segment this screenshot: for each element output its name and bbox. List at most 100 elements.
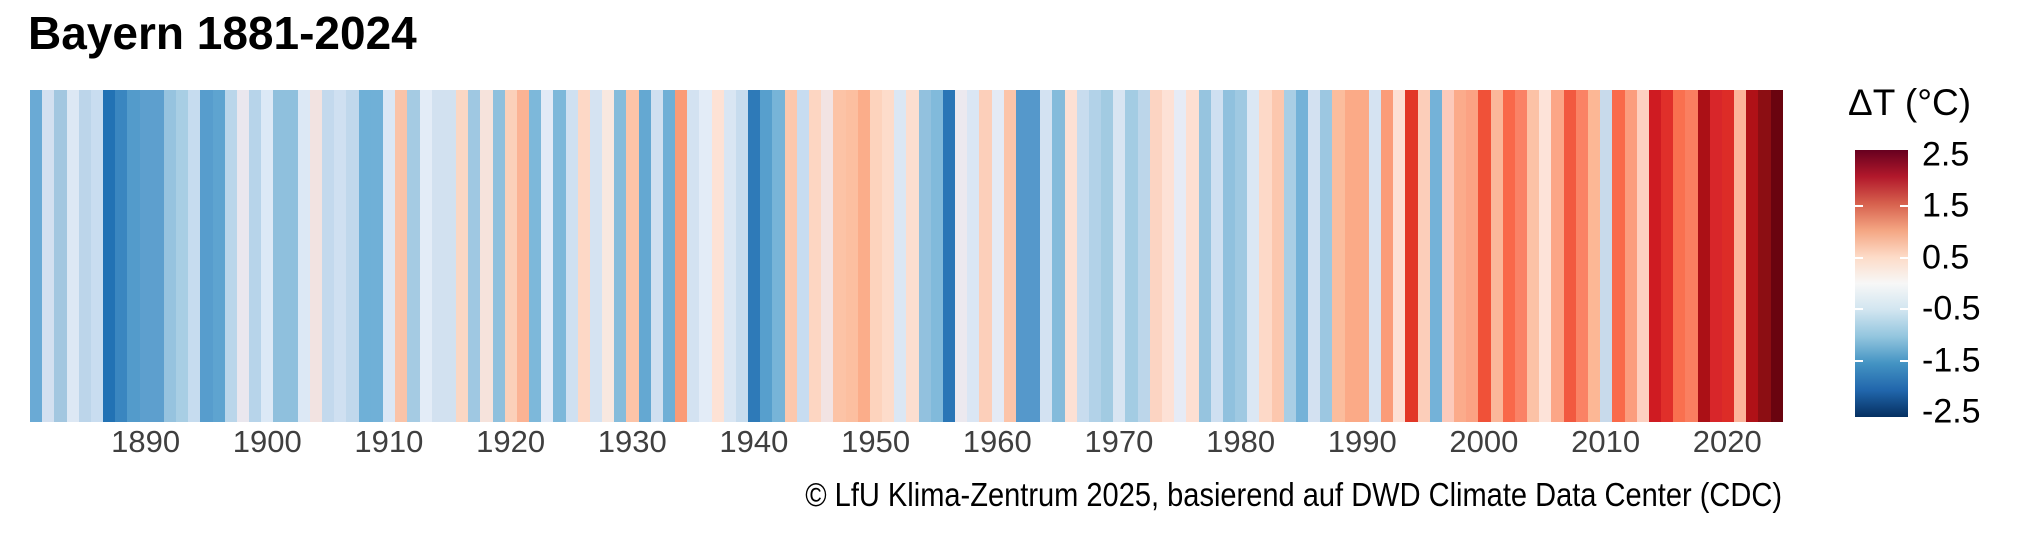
year-stripe-1966: [1064, 90, 1077, 422]
year-stripe-1891: [151, 90, 164, 422]
year-stripe-1952: [894, 90, 907, 422]
colorbar-label-2.5: 2.5: [1922, 135, 1970, 174]
year-stripe-1963: [1028, 90, 1041, 422]
year-stripe-1998: [1454, 90, 1467, 422]
year-stripe-1990: [1356, 90, 1369, 422]
year-stripe-2013: [1636, 90, 1649, 422]
year-stripe-1993: [1393, 90, 1406, 422]
year-stripe-1899: [249, 90, 262, 422]
year-stripe-2023: [1758, 90, 1771, 422]
year-stripe-1924: [553, 90, 566, 422]
year-stripe-1909: [370, 90, 383, 422]
x-tick-label-2010: 2010: [1571, 424, 1641, 459]
year-stripe-1977: [1198, 90, 1211, 422]
year-stripe-2004: [1527, 90, 1540, 422]
year-stripe-1947: [833, 90, 846, 422]
year-stripe-1904: [309, 90, 323, 422]
year-stripe-1967: [1076, 90, 1089, 422]
colorbar-tick-mark: [1855, 205, 1863, 208]
year-stripe-1997: [1441, 90, 1455, 422]
year-stripe-1989: [1344, 90, 1357, 422]
year-stripe-2003: [1514, 90, 1528, 422]
year-stripe-1985: [1295, 90, 1309, 422]
stripes-plot-area: [30, 90, 1783, 422]
year-stripe-1894: [188, 90, 201, 422]
x-tick-label-1940: 1940: [719, 424, 789, 459]
year-stripe-1930: [626, 90, 639, 422]
colorbar-label--0.5: -0.5: [1922, 289, 1981, 328]
year-stripe-1903: [297, 90, 310, 422]
colorbar-tick-mark: [1855, 256, 1863, 259]
year-stripe-1987: [1320, 90, 1333, 422]
year-stripe-1992: [1381, 90, 1394, 422]
year-stripe-1956: [942, 90, 956, 422]
year-stripe-2014: [1648, 90, 1662, 422]
year-stripe-1887: [103, 90, 116, 422]
year-stripe-1976: [1186, 90, 1199, 422]
year-stripe-1970: [1113, 90, 1126, 422]
year-stripe-1975: [1174, 90, 1187, 422]
year-stripe-1954: [918, 90, 931, 422]
year-stripe-1896: [212, 90, 225, 422]
year-stripe-1933: [662, 90, 676, 422]
x-tick-label-1910: 1910: [354, 424, 424, 459]
x-tick-label-1920: 1920: [476, 424, 546, 459]
year-stripe-1889: [127, 90, 140, 422]
year-stripe-1969: [1101, 90, 1114, 422]
colorbar-label--2.5: -2.5: [1922, 392, 1981, 431]
year-stripe-1910: [382, 90, 396, 422]
year-stripe-1968: [1088, 90, 1102, 422]
colorbar-tick-mark: [1855, 308, 1863, 311]
year-stripe-1917: [468, 90, 481, 422]
year-stripe-1884: [66, 90, 79, 422]
colorbar-tick-mark: [1900, 256, 1908, 259]
year-stripe-2019: [1709, 90, 1722, 422]
year-stripe-1922: [529, 90, 542, 422]
year-stripe-2016: [1673, 90, 1686, 422]
year-stripe-2024: [1770, 90, 1783, 422]
colorbar-tick-mark: [1855, 359, 1863, 362]
year-stripe-1950: [869, 90, 883, 422]
year-stripe-1991: [1368, 90, 1382, 422]
year-stripe-1928: [602, 90, 615, 422]
year-stripe-1926: [577, 90, 590, 422]
year-stripe-1996: [1429, 90, 1442, 422]
year-stripe-1939: [735, 90, 749, 422]
year-stripe-2020: [1721, 90, 1735, 422]
year-stripe-1960: [991, 90, 1004, 422]
year-stripe-1895: [200, 90, 213, 422]
x-tick-label-1930: 1930: [597, 424, 667, 459]
year-stripe-2015: [1661, 90, 1674, 422]
year-stripe-1932: [650, 90, 663, 422]
source-caption: © LfU Klima-Zentrum 2025, basierend auf …: [805, 476, 1782, 513]
year-stripe-1912: [407, 90, 420, 422]
year-stripe-1885: [78, 90, 91, 422]
x-tick-label-2020: 2020: [1692, 424, 1762, 459]
year-stripe-1907: [346, 90, 359, 422]
year-stripe-1902: [285, 90, 298, 422]
year-stripe-1919: [492, 90, 505, 422]
year-stripe-1914: [431, 90, 444, 422]
year-stripe-1936: [699, 90, 712, 422]
year-stripe-1881: [30, 90, 43, 422]
x-axis: 1890 1900 1910 1920 1930 1940 1950 1960 1970 1980…: [30, 424, 1782, 460]
year-stripe-1892: [163, 90, 177, 422]
year-stripe-1979: [1222, 90, 1236, 422]
year-stripe-2007: [1563, 90, 1576, 422]
year-stripe-1964: [1040, 90, 1053, 422]
year-stripe-1988: [1332, 90, 1345, 422]
year-stripe-1900: [261, 90, 274, 422]
year-stripe-1986: [1308, 90, 1321, 422]
year-stripe-1984: [1283, 90, 1296, 422]
year-stripe-1927: [589, 90, 603, 422]
year-stripe-1911: [395, 90, 408, 422]
colorbar-tick-mark: [1900, 359, 1908, 362]
year-stripe-1901: [273, 90, 286, 422]
year-stripe-1893: [176, 90, 189, 422]
year-stripe-1921: [516, 90, 530, 422]
year-stripe-1974: [1161, 90, 1175, 422]
x-tick-label-1890: 1890: [111, 424, 181, 459]
year-stripe-1937: [711, 90, 724, 422]
x-tick-label-1970: 1970: [1084, 424, 1154, 459]
